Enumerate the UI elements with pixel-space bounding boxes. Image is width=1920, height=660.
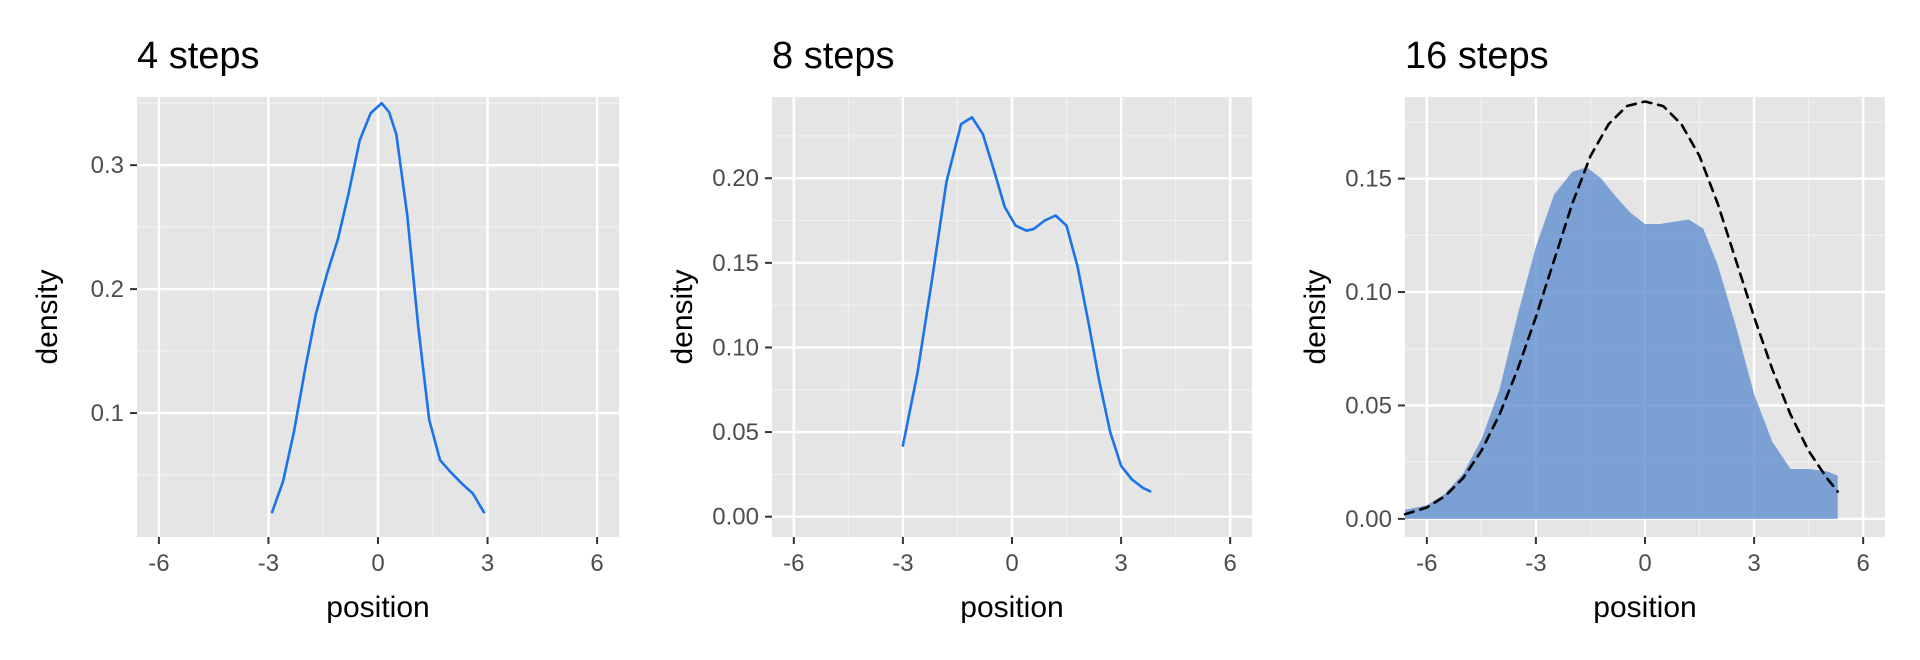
y-tick-label: 0.15	[712, 250, 759, 277]
panel-title: 16 steps	[1405, 35, 1549, 77]
y-tick-label: 0.1	[91, 400, 124, 427]
y-tick-label: 0.2	[91, 276, 124, 303]
y-tick-label: 0.05	[712, 419, 759, 446]
panel-title: 8 steps	[772, 35, 895, 77]
x-tick-label: 6	[590, 550, 603, 577]
panel-title: 4 steps	[137, 35, 260, 77]
y-tick-label: 0.20	[712, 165, 759, 192]
y-tick-label: 0.15	[1345, 166, 1392, 193]
x-axis-title: position	[326, 591, 429, 624]
x-tick-label: -3	[892, 550, 913, 577]
reference-density-dashed-line	[1403, 100, 1839, 516]
y-axis-title: density	[666, 269, 699, 364]
y-tick-label: 0.00	[1345, 506, 1392, 533]
y-tick-label: 0.05	[1345, 392, 1392, 419]
chart-panel-3: -6 -3 0 3 6 0.00 0.05 0.10 0.15 position density 16…	[1299, 35, 1885, 624]
chart-panel-1: -6 -3 0 3 6 0.1 0.2 0.3 position density 4 steps	[31, 35, 619, 624]
x-axis-title: position	[1593, 591, 1696, 624]
density-area	[1405, 167, 1838, 519]
x-tick-label: 3	[481, 550, 494, 577]
x-tick-label: 3	[1114, 550, 1127, 577]
y-axis-title: density	[31, 269, 64, 364]
density-line	[270, 101, 486, 514]
y-tick-label: 0.10	[712, 334, 759, 361]
chart-panel-2: -6 -3 0 3 6 0.00 0.05 0.10 0.15 0.20 position densi…	[666, 35, 1252, 624]
x-axis-title: position	[960, 591, 1063, 624]
x-tick-label: 6	[1224, 550, 1237, 577]
y-axis-title: density	[1299, 269, 1332, 364]
x-tick-label: -6	[148, 550, 169, 577]
x-tick-label: -3	[1525, 550, 1546, 577]
x-tick-label: -3	[258, 550, 279, 577]
x-tick-label: 0	[1638, 550, 1651, 577]
x-tick-label: -6	[1416, 550, 1437, 577]
x-tick-label: -6	[783, 550, 804, 577]
y-tick-label: 0.10	[1345, 279, 1392, 306]
x-tick-label: 0	[1005, 550, 1018, 577]
density-line	[901, 116, 1152, 493]
x-tick-label: 3	[1747, 550, 1760, 577]
y-tick-label: 0.00	[712, 504, 759, 531]
x-tick-label: 0	[371, 550, 384, 577]
x-tick-label: 6	[1857, 550, 1870, 577]
y-tick-label: 0.3	[91, 152, 124, 179]
